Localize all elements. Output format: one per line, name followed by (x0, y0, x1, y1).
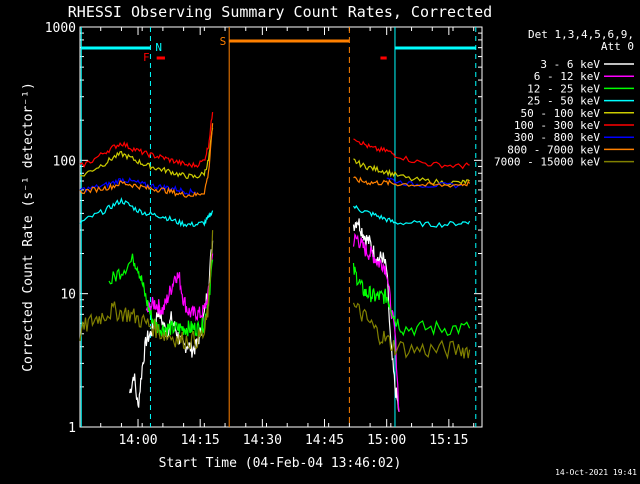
legend-label: 25 - 50 keV (527, 95, 600, 108)
series-line (353, 204, 471, 228)
plot-frame (79, 26, 483, 428)
series-line (108, 253, 214, 337)
y-tick-label: 1000 (45, 21, 76, 36)
series-line (129, 240, 214, 408)
legend-label: 300 - 800 keV (514, 131, 600, 144)
series-line (79, 112, 214, 169)
series-line (352, 232, 400, 412)
series-line (353, 158, 470, 186)
series-line (353, 138, 470, 170)
plot-area: 1 10 100 1000 14:00 14:15 14:30 14:45 15:00 15:15… (45, 21, 483, 448)
legend-header: Det 1,3,4,5,6,9, (528, 28, 634, 41)
legend-label: 50 - 100 keV (521, 107, 601, 120)
x-tick-label: 14:45 (305, 433, 344, 448)
legend-header: Att 0 (601, 40, 634, 53)
series-line (352, 262, 471, 337)
y-tick-label: 1 (68, 421, 76, 436)
x-axis-label: Start Time (04-Feb-04 13:46:02) (159, 456, 402, 471)
legend-label: 12 - 25 keV (527, 82, 600, 95)
legend-label: 3 - 6 keV (540, 58, 600, 71)
flare-marker: F (143, 51, 150, 64)
x-tick-label: 14:00 (118, 433, 157, 448)
legend-label: 6 - 12 keV (534, 70, 601, 83)
saa-marker: S (220, 35, 227, 48)
chart-title: RHESSI Observing Summary Count Rates, Co… (68, 3, 492, 21)
series-line (386, 177, 462, 189)
x-tick-label: 14:15 (181, 433, 220, 448)
x-tick-label: 14:30 (243, 433, 282, 448)
series-line (79, 127, 214, 179)
series-line (79, 196, 214, 228)
series-line (79, 123, 214, 198)
series-line (353, 176, 471, 188)
series-line (145, 253, 214, 322)
legend-label: 100 - 300 keV (514, 119, 600, 132)
legend-label: 800 - 7000 keV (507, 143, 600, 156)
x-tick-label: 15:00 (367, 433, 406, 448)
y-tick-label: 10 (60, 288, 76, 303)
night-marker: N (155, 41, 162, 54)
legend-label: 7000 - 15000 keV (494, 156, 600, 169)
y-tick-label: 100 (53, 154, 76, 169)
x-tick-label: 15:15 (429, 433, 468, 448)
series-line (79, 230, 214, 350)
series-line (79, 177, 197, 196)
footer-timestamp: 14-Oct-2021 19:41 (555, 468, 637, 477)
y-axis-label: Corrected Count Rate (s⁻¹ detector⁻¹) (21, 82, 36, 372)
series-line (352, 302, 471, 360)
